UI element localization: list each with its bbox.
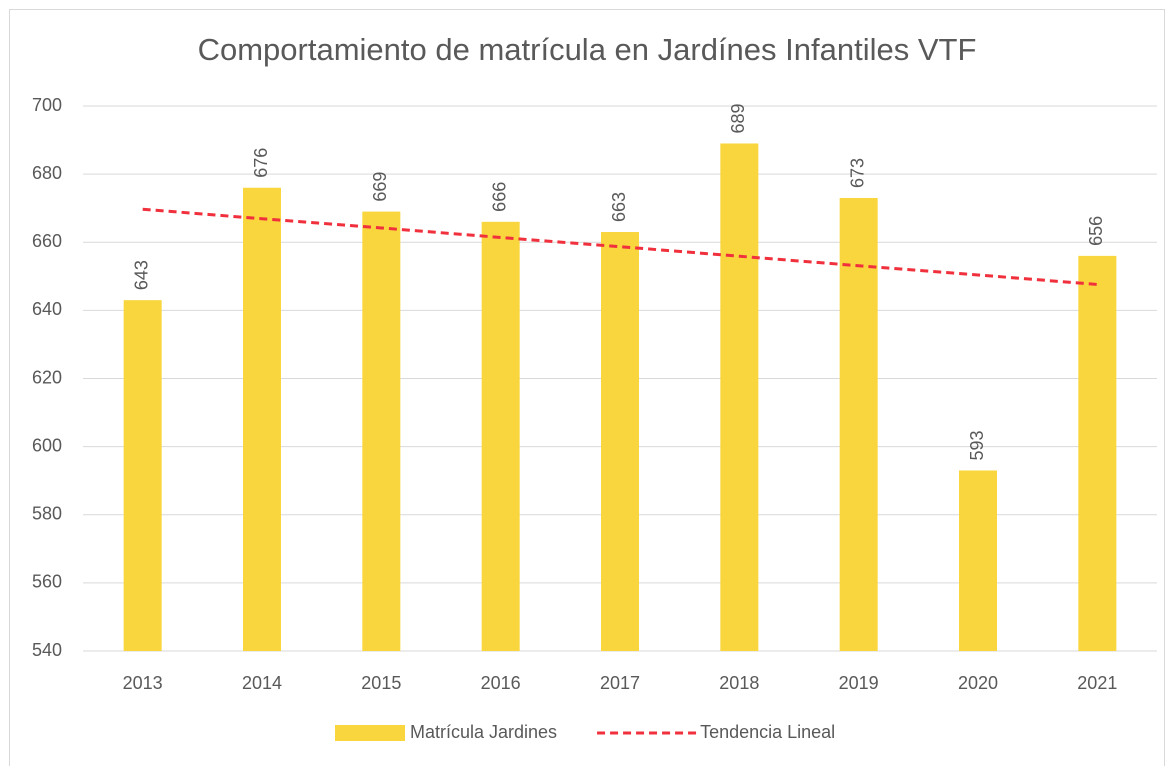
data-label: 676	[251, 148, 271, 178]
data-label: 673	[847, 158, 867, 188]
data-label: 663	[609, 192, 629, 222]
y-tick-label: 600	[32, 435, 62, 455]
legend-label: Tendencia Lineal	[700, 722, 835, 742]
x-tick-label: 2015	[361, 673, 401, 693]
data-label: 593	[967, 430, 987, 460]
y-tick-label: 660	[32, 231, 62, 251]
bar	[481, 221, 520, 651]
chart-title: Comportamiento de matrícula en Jardínes …	[198, 32, 977, 67]
x-tick-label: 2014	[242, 673, 282, 693]
bar	[720, 143, 759, 651]
y-tick-label: 640	[32, 299, 62, 319]
trend-line	[142, 207, 1098, 286]
bar	[959, 470, 997, 651]
x-tick-label: 2016	[481, 673, 521, 693]
data-label: 689	[728, 103, 748, 133]
bar	[1078, 255, 1117, 651]
bar	[123, 300, 162, 651]
x-tick-label: 2018	[719, 673, 759, 693]
x-tick-label: 2017	[600, 673, 640, 693]
x-tick-label: 2020	[958, 673, 998, 693]
y-tick-label: 560	[32, 572, 62, 592]
x-tick-label: 2019	[839, 673, 879, 693]
y-tick-label: 580	[32, 504, 62, 524]
chart-border	[9, 9, 1165, 770]
x-tick-label: 2013	[123, 673, 163, 693]
y-tick-label: 700	[32, 95, 62, 115]
legend-swatch	[335, 725, 405, 741]
data-label: 643	[131, 260, 151, 290]
data-label: 666	[489, 182, 509, 212]
data-label: 656	[1086, 216, 1106, 246]
bar	[243, 187, 281, 651]
legend-label: Matrícula Jardines	[410, 722, 557, 742]
bar	[839, 197, 878, 651]
data-label: 669	[370, 172, 390, 202]
bar	[362, 211, 401, 651]
bar	[601, 232, 639, 651]
x-tick-label: 2021	[1077, 673, 1117, 693]
y-tick-label: 540	[32, 640, 62, 660]
y-tick-label: 620	[32, 367, 62, 387]
y-tick-label: 680	[32, 163, 62, 183]
